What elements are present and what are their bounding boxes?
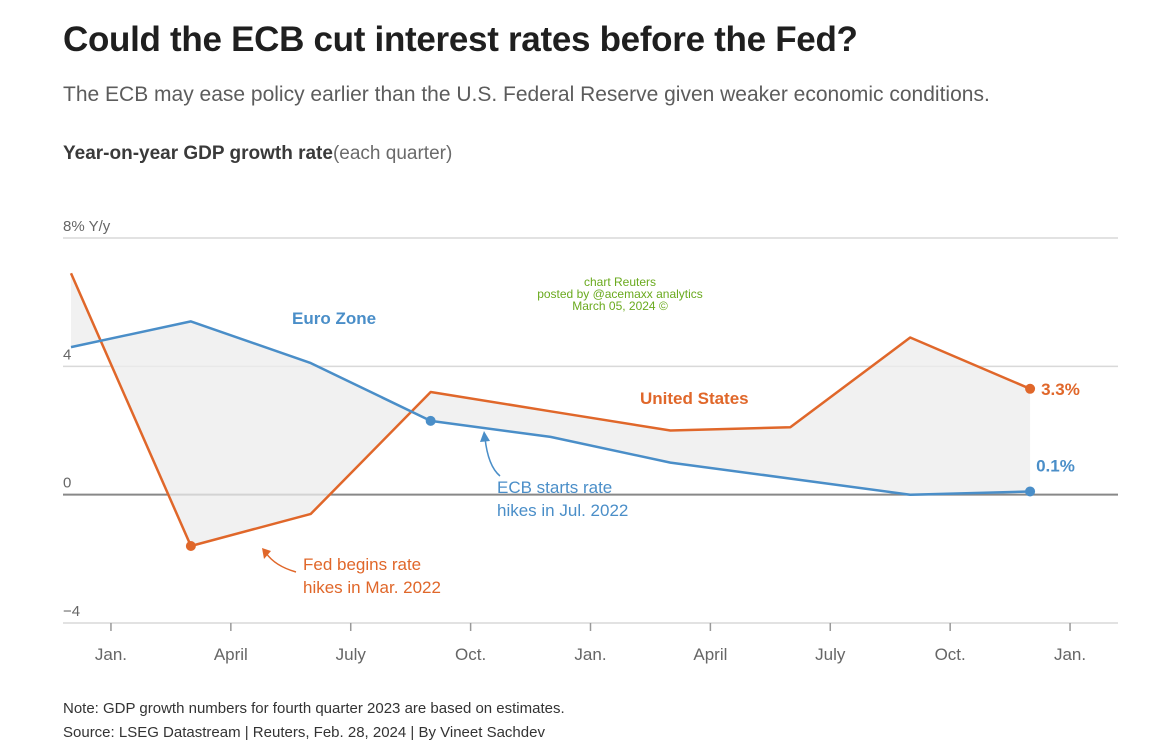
annotation-fed-line1: Fed begins rate — [303, 555, 421, 574]
annotation-ecb-line1: ECB starts rate — [497, 478, 612, 497]
x-tick-label: Jan. — [1054, 645, 1086, 664]
y-tick-label: 8% Y/y — [63, 218, 111, 235]
chart-heading-light: (each quarter) — [332, 143, 453, 164]
x-tick-label: April — [214, 645, 248, 664]
annotation-ecb-line2: hikes in Jul. 2022 — [497, 501, 628, 520]
point-ecb-hike — [425, 415, 436, 426]
chart-heading: Year-on-year GDP growth rate(each quarte… — [63, 143, 452, 165]
annotation-arrow-fed — [265, 552, 297, 573]
annotation-arrowhead-ecb — [480, 431, 490, 442]
y-tick-label: 0 — [63, 475, 71, 492]
series-line-us — [69, 272, 1031, 548]
chart-title: Could the ECB cut interest rates before … — [63, 20, 858, 59]
series-label-us: United States — [640, 389, 749, 408]
watermark-line: chart Reuters — [584, 275, 656, 289]
chart-subtitle: The ECB may ease policy earlier than the… — [63, 83, 990, 106]
x-tick-label: Oct. — [935, 645, 966, 664]
x-tick-label: April — [693, 645, 727, 664]
point-euro-last — [1025, 486, 1036, 497]
footer-note: Note: GDP growth numbers for fourth quar… — [63, 700, 565, 717]
point-fed-hike — [185, 541, 196, 551]
annotation-fed-line2: hikes in Mar. 2022 — [303, 578, 441, 597]
annotation-arrowhead-fed — [262, 548, 271, 559]
series-label-euro: Euro Zone — [292, 309, 376, 328]
end-label-euro: 0.1% — [1036, 456, 1075, 475]
x-tick-label: July — [815, 645, 846, 664]
line-chart: 8% Y/y 4 0 −4 Jan. April July Oct. Jan. April July… — [63, 218, 1118, 664]
x-tick-label: July — [336, 645, 367, 664]
x-tick-label: Oct. — [455, 645, 486, 664]
point-us-last — [1025, 383, 1036, 394]
watermark-line: March 05, 2024 © — [572, 299, 668, 313]
watermark-line: posted by @acemaxx analytics — [537, 287, 703, 301]
chart-heading-bold: Year-on-year GDP growth rate — [63, 143, 333, 164]
footer-source: Source: LSEG Datastream | Reuters, Feb. … — [63, 724, 545, 741]
series-line-euro — [70, 320, 1031, 496]
end-label-us: 3.3% — [1041, 380, 1080, 399]
y-tick-label: −4 — [63, 603, 80, 620]
annotation-arrow-ecb — [484, 437, 501, 477]
y-tick-label: 4 — [63, 346, 71, 363]
x-tick-label: Jan. — [574, 645, 606, 664]
x-tick-label: Jan. — [95, 645, 127, 664]
